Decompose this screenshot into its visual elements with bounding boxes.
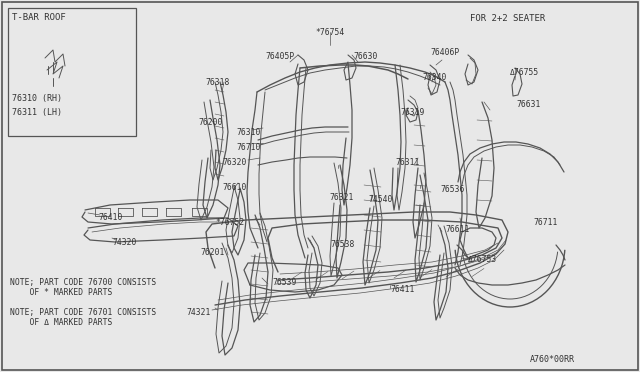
Text: 76405P: 76405P [265,52,294,61]
Text: 76200: 76200 [198,118,222,127]
Text: 74320: 74320 [112,238,136,247]
Text: *76752: *76752 [215,218,244,227]
Text: 76411: 76411 [390,285,414,294]
Text: 76318: 76318 [205,78,229,87]
Text: NOTE; PART CODE 76701 CONSISTS
    OF Δ MARKED PARTS: NOTE; PART CODE 76701 CONSISTS OF Δ MARK… [10,308,156,327]
Bar [8,8,136,136]
Text: 76611: 76611 [445,225,469,234]
Text: Δ76755: Δ76755 [510,68,540,77]
Text: FOR 2+2 SEATER: FOR 2+2 SEATER [470,14,545,23]
Text: 76711: 76711 [533,218,557,227]
Text: 74321: 74321 [186,308,211,317]
Text: 76310 (RH): 76310 (RH) [12,94,62,103]
Text: 74540: 74540 [368,195,392,204]
Text: 76631: 76631 [516,100,540,109]
Text: 76340: 76340 [422,73,446,82]
Text: 76321: 76321 [329,193,353,202]
Text: T-BAR ROOF: T-BAR ROOF [12,13,66,22]
Text: 76311: 76311 [395,158,419,167]
Text: 76710: 76710 [236,143,260,152]
Text: 76406P: 76406P [430,48,460,57]
Text: NOTE; PART CODE 76700 CONSISTS
    OF * MARKED PARTS: NOTE; PART CODE 76700 CONSISTS OF * MARK… [10,278,156,297]
Text: Δ76753: Δ76753 [468,255,497,264]
Text: 76630: 76630 [353,52,378,61]
Text: A760*00RR: A760*00RR [530,355,575,364]
Text: 76201: 76201 [200,248,225,257]
Text: 76310: 76310 [236,128,260,137]
Text: 76311 (LH): 76311 (LH) [12,108,62,117]
Text: *76754: *76754 [316,28,344,37]
Text: 76536: 76536 [440,185,465,194]
Text: 76538: 76538 [330,240,355,249]
Text: 76539: 76539 [272,278,296,287]
Text: 76610: 76610 [222,183,246,192]
Text: 76319: 76319 [400,108,424,117]
Text: 76410: 76410 [98,213,122,222]
Text: 76320: 76320 [222,158,246,167]
